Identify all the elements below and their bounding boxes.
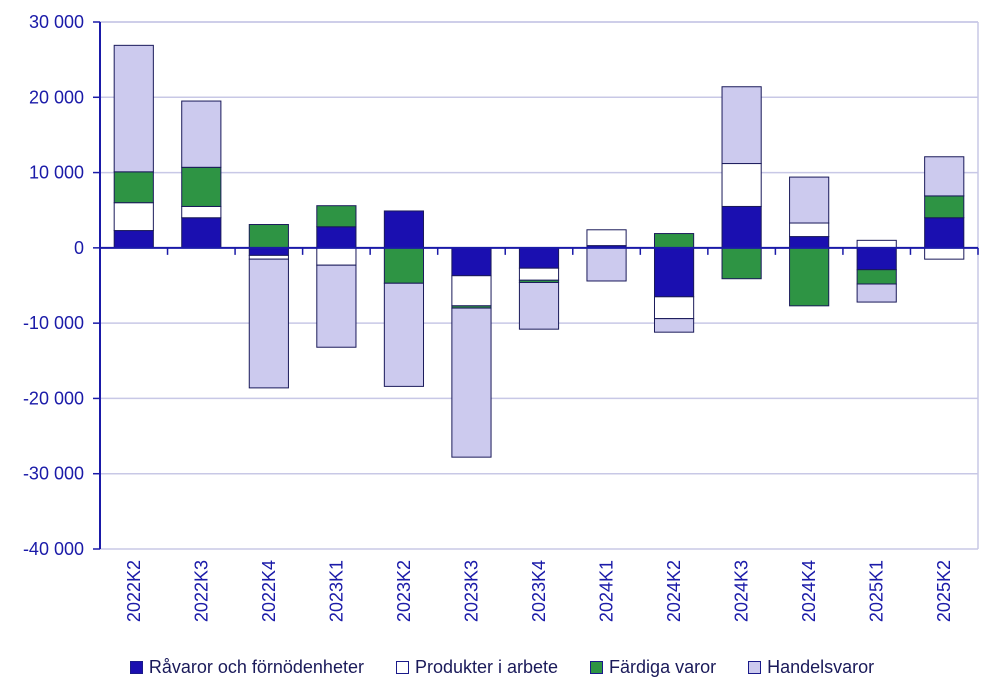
bar-2023K1-1 bbox=[316, 247, 357, 266]
bar-2023K4-0 bbox=[518, 247, 560, 269]
legend-swatch-ravaror bbox=[129, 660, 143, 674]
bar-2022K2-1 bbox=[113, 202, 154, 232]
x-tick-label: 2025K2 bbox=[934, 560, 954, 622]
bar-2024K2-3 bbox=[653, 318, 695, 333]
bar-2024K1-3 bbox=[586, 247, 627, 282]
bar-2022K4-3 bbox=[248, 258, 289, 389]
bar-2025K2-3 bbox=[924, 156, 965, 197]
legend-label-handelsvaror: Handelsvaror bbox=[767, 656, 875, 677]
bar-2025K1-3 bbox=[856, 283, 897, 303]
bar-2024K1-1 bbox=[586, 229, 627, 247]
bar-2025K2-1 bbox=[924, 247, 965, 260]
legend-label-ravaror: Råvaror och förnödenheter bbox=[148, 656, 364, 677]
bar-2023K4-3 bbox=[518, 281, 560, 330]
bar-2025K1-1 bbox=[856, 239, 897, 249]
legend-swatch-handelsvaror bbox=[748, 660, 762, 674]
bar-2024K3-0 bbox=[721, 205, 762, 249]
bar-2022K3-1 bbox=[181, 205, 222, 219]
bar-2023K2-0 bbox=[383, 210, 425, 249]
bar-2024K2-2 bbox=[653, 233, 695, 249]
bar-2025K1-0 bbox=[856, 247, 897, 271]
x-tick-label: 2022K4 bbox=[259, 560, 279, 622]
y-tick-label: -40 000 bbox=[23, 539, 84, 559]
y-tick-label: -10 000 bbox=[23, 313, 84, 333]
bar-2023K3-1 bbox=[451, 275, 492, 307]
x-tick-label: 2023K2 bbox=[394, 560, 414, 622]
bar-2023K1-2 bbox=[316, 205, 357, 228]
bar-2022K3-0 bbox=[181, 217, 222, 249]
bars bbox=[113, 44, 965, 458]
y-tick-label: -30 000 bbox=[23, 464, 84, 484]
x-tick-label: 2024K3 bbox=[732, 560, 752, 622]
bar-2022K2-3 bbox=[113, 44, 154, 173]
bar-2025K2-0 bbox=[924, 217, 965, 249]
bar-2022K3-3 bbox=[181, 100, 222, 168]
bar-2023K3-3 bbox=[451, 307, 492, 458]
legend-item-ravaror: Råvaror och förnödenheter bbox=[129, 656, 364, 678]
legend-label-fardiga: Färdiga varor bbox=[609, 656, 717, 677]
bar-2022K4-0 bbox=[248, 247, 289, 256]
x-tick-label: 2024K2 bbox=[664, 560, 684, 622]
y-tick-labels: 30 000 20 000 10 000 0 -10 000 -20 000 -30 000… bbox=[23, 12, 84, 559]
x-tick-label: 2025K1 bbox=[867, 560, 887, 622]
y-tick-label: 20 000 bbox=[29, 87, 84, 107]
legend-item-fardiga: Färdiga varor bbox=[590, 657, 716, 678]
bar-2025K1-2 bbox=[856, 269, 897, 285]
y-tick-label: -20 000 bbox=[23, 388, 84, 408]
bar-2025K2-2 bbox=[924, 195, 965, 219]
bar-2024K4-2 bbox=[789, 247, 830, 307]
x-tick-labels: 2022K2 2022K3 2022K4 2023K1 2023K2 2023K3 2023… bbox=[124, 560, 954, 622]
y-tick-label: 30 000 bbox=[29, 12, 84, 32]
x-tick-label: 2024K1 bbox=[597, 560, 617, 622]
x-tick-label: 2022K3 bbox=[191, 560, 211, 622]
bar-2024K4-0 bbox=[789, 236, 830, 249]
bar-2023K3-0 bbox=[451, 247, 492, 277]
x-tick-label: 2023K3 bbox=[461, 560, 481, 622]
x-tick-label: 2022K2 bbox=[124, 560, 144, 622]
bar-2022K4-2 bbox=[248, 224, 289, 249]
bar-2022K4-1 bbox=[248, 254, 289, 260]
bar-2022K3-2 bbox=[181, 166, 222, 207]
bar-2022K2-0 bbox=[113, 230, 154, 249]
legend-swatch-produkter bbox=[395, 660, 409, 674]
bar-2024K4-1 bbox=[789, 222, 830, 238]
bar-2023K4-1 bbox=[518, 267, 560, 281]
bar-2024K3-3 bbox=[721, 86, 762, 165]
bar-2024K3-1 bbox=[721, 163, 762, 207]
legend-label-produkter: Produkter i arbete bbox=[414, 656, 559, 677]
bar-2023K1-3 bbox=[316, 264, 357, 348]
gridlines bbox=[100, 21, 979, 550]
y-tick-label: 10 000 bbox=[29, 163, 84, 183]
legend-item-handelsvaror: Handelsvaror bbox=[748, 657, 874, 678]
legend: Råvaror och förnödenheter Produkter i ar… bbox=[0, 652, 1004, 682]
legend-item-produkter: Produkter i arbete bbox=[395, 656, 559, 678]
legend-swatch-fardiga bbox=[590, 660, 604, 674]
x-tick-label: 2023K4 bbox=[529, 560, 549, 622]
bar-2023K2-3 bbox=[383, 282, 425, 387]
x-tick-label: 2024K4 bbox=[799, 560, 819, 622]
bar-2024K2-0 bbox=[653, 247, 695, 298]
bar-2024K2-1 bbox=[653, 296, 695, 320]
bar-2023K1-0 bbox=[316, 226, 357, 249]
x-tick-label: 2023K1 bbox=[326, 560, 346, 622]
bar-2022K2-2 bbox=[113, 171, 154, 204]
bar-2023K2-2 bbox=[383, 247, 425, 284]
axes bbox=[93, 21, 979, 550]
bar-2024K3-2 bbox=[721, 247, 762, 280]
y-tick-label: 0 bbox=[74, 238, 84, 258]
bar-2024K4-3 bbox=[789, 176, 830, 224]
